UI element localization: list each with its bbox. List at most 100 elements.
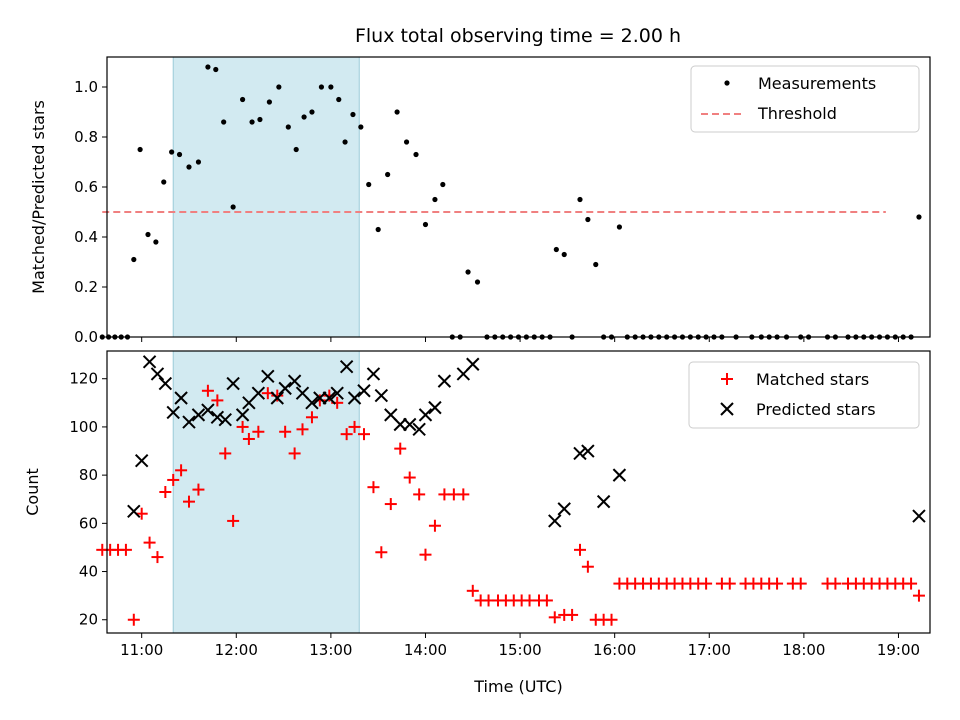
ratio-observing-window-shade	[172, 56, 360, 338]
matched-star-point	[912, 589, 925, 602]
predicted-star-point	[393, 417, 407, 432]
matched-star-point	[581, 560, 594, 573]
count-y-ticks: 20 40 60 80 100 120	[69, 370, 107, 629]
predicted-star-point	[150, 367, 165, 381]
predicted-star-point	[261, 369, 275, 384]
y-tick-label: 60	[79, 514, 98, 532]
matched-star-point	[182, 495, 195, 508]
ratio-legend-box	[690, 65, 920, 133]
legend-measurements-label: Measurements	[758, 74, 876, 93]
measurement-point	[366, 181, 372, 188]
matched-star-point	[700, 577, 713, 590]
predicted-star-point	[357, 384, 371, 398]
x-tick-label: 11:00	[120, 641, 163, 659]
measurement-point	[358, 124, 364, 130]
matched-star-point	[384, 498, 397, 511]
measurement-point	[916, 214, 922, 220]
measurement-point	[577, 196, 583, 203]
y-tick-label: 20	[79, 611, 98, 629]
predicted-star-point	[347, 391, 362, 405]
legend-predicted-marker	[720, 402, 734, 416]
matched-star-point	[159, 486, 172, 498]
matched-star-point	[242, 432, 255, 445]
predicted-star-point	[573, 446, 587, 461]
predicted-star-point	[287, 374, 302, 388]
measurement-point	[385, 171, 391, 178]
predicted-star-point	[218, 412, 232, 427]
count-x-ticks: 11:00 12:00 13:00 14:00 15:00 16:00 17:00 18:00…	[120, 633, 920, 659]
matched-star-point	[271, 389, 284, 402]
measurement-point	[176, 151, 183, 158]
matched-star-point	[605, 613, 618, 626]
matched-star-point	[357, 428, 370, 441]
matched-star-point	[413, 488, 426, 501]
ratio-y-axis-label: Matched/Predicted stars	[29, 100, 48, 294]
matched-star-point	[403, 471, 416, 484]
predicted-star-point	[612, 468, 627, 482]
y-tick-label: 100	[69, 418, 98, 436]
y-tick-label: 0.4	[74, 228, 98, 246]
matched-star-point	[127, 613, 140, 626]
matched-star-point	[313, 394, 326, 407]
predicted-star-point	[191, 408, 206, 422]
matched-star-point	[279, 425, 292, 438]
ratio-y-ticks: 0.0 0.2 0.4 0.6 0.8 1.0	[74, 78, 107, 346]
y-tick-label: 1.0	[74, 78, 98, 96]
measurement-point	[186, 164, 192, 170]
matched-star-point	[428, 519, 441, 532]
predicted-star-point	[166, 405, 180, 420]
matched-star-point	[829, 577, 842, 590]
y-tick-label: 0.6	[74, 178, 98, 196]
predicted-star-point	[142, 355, 157, 369]
matched-star-point	[419, 548, 432, 561]
y-tick-label: 0.8	[74, 128, 98, 146]
measurement-point	[440, 181, 446, 188]
ratio-axes-frame	[106, 56, 931, 338]
x-tick-label: 13:00	[309, 641, 352, 659]
y-tick-label: 40	[79, 563, 98, 581]
count-panel: 20 40 60 80 100 120 11:00 12:00 13:00 14:00 15:00…	[23, 350, 931, 696]
predicted-star-point	[174, 391, 188, 405]
matched-star-point	[305, 411, 318, 424]
predicted-star-point	[330, 386, 344, 400]
matched-star-point	[143, 536, 156, 549]
matched-star-point	[219, 447, 232, 460]
predicted-star-point	[305, 396, 319, 410]
matched-star-point	[394, 442, 407, 455]
matched-star-point	[119, 543, 132, 556]
time-x-axis-label: Time (UTC)	[473, 677, 562, 696]
matched-star-point	[192, 483, 205, 496]
predicted-star-point	[226, 376, 240, 391]
matched-star-point	[227, 514, 240, 527]
predicted-star-point	[134, 453, 149, 468]
ratio-legend: Measurements Threshold	[690, 65, 920, 133]
measurement-point	[413, 151, 419, 158]
matched-star-point	[236, 420, 249, 433]
matched-star-point	[723, 577, 736, 590]
measurement-point	[285, 124, 291, 130]
measurement-point	[375, 226, 381, 233]
matched-star-point	[252, 425, 265, 438]
matched-star-point	[905, 577, 918, 590]
predicted-star-point	[374, 388, 389, 403]
count-legend-box	[688, 361, 920, 429]
predicted-star-point	[339, 359, 354, 374]
x-tick-label: 16:00	[593, 641, 636, 659]
matched-star-point	[151, 551, 164, 564]
measurement-point	[153, 239, 159, 245]
y-tick-label: 120	[69, 370, 98, 388]
predicted-star-point	[201, 403, 215, 417]
matched-star-point	[771, 577, 784, 590]
measurement-point	[474, 279, 481, 285]
matched-star-point	[288, 447, 301, 460]
measurement-point	[161, 179, 167, 185]
matched-star-point	[211, 394, 224, 407]
y-tick-label: 0.0	[74, 328, 98, 346]
x-tick-label: 14:00	[404, 641, 447, 659]
predicted-star-point	[235, 408, 250, 422]
legend-measurement-marker	[724, 80, 730, 86]
predicted-star-point	[466, 357, 480, 371]
predicted-star-point	[313, 391, 327, 405]
measurement-point	[195, 159, 202, 165]
measurement-point	[239, 96, 246, 103]
